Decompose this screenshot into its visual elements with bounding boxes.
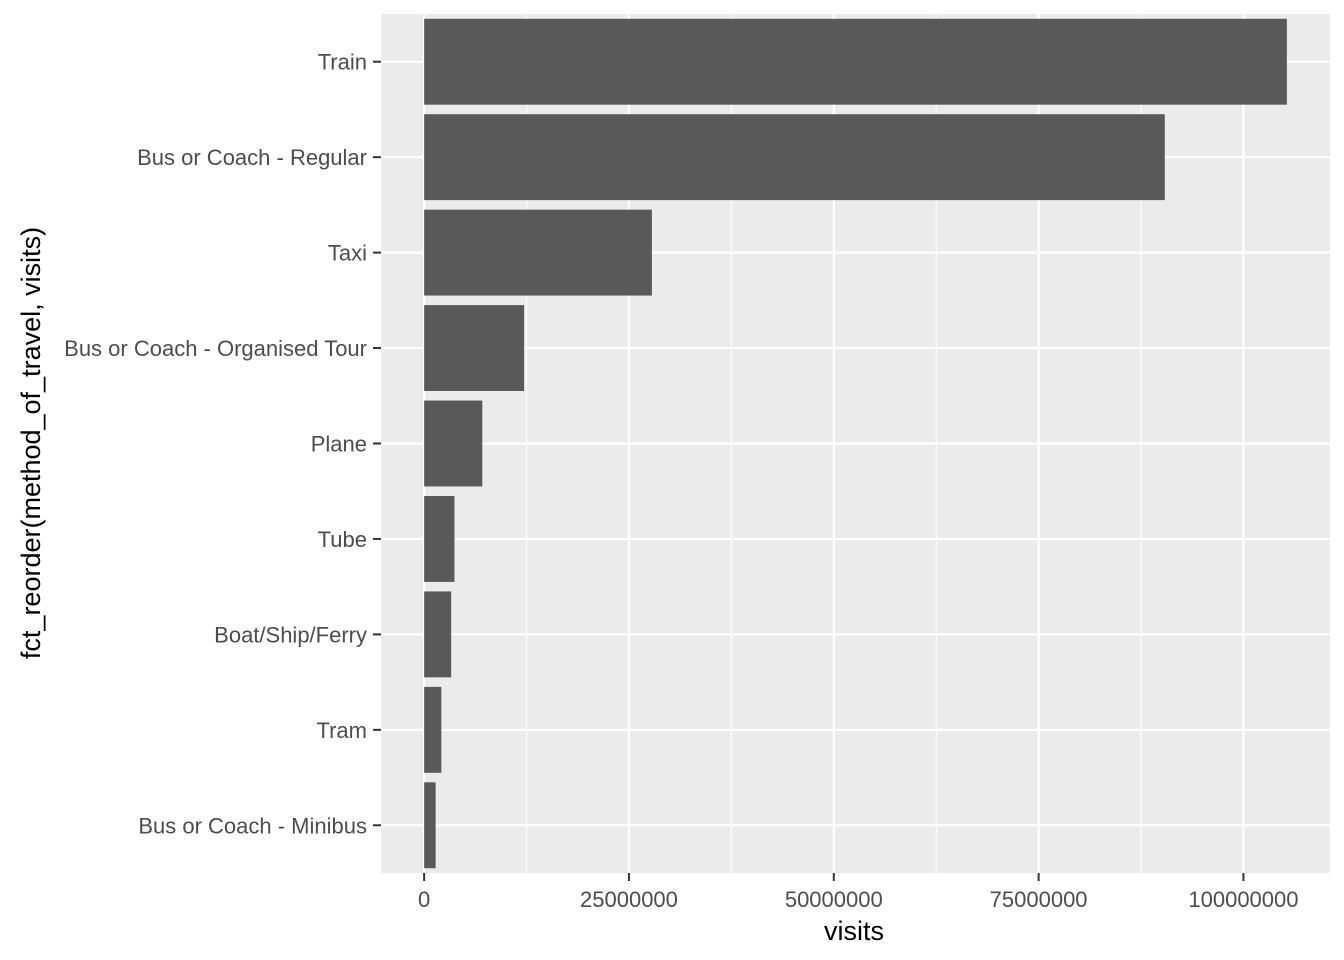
bar-2 [424, 209, 652, 296]
x-tick-label-0: 0 [418, 887, 430, 912]
y-tick-label-0: Train [318, 50, 367, 75]
y-tick-label-7: Tram [316, 718, 367, 743]
y-tick-label-4: Plane [311, 432, 367, 457]
x-axis-title: visits [824, 916, 884, 946]
bar-4 [424, 400, 483, 487]
bar-8 [424, 782, 436, 869]
y-tick-label-1: Bus or Coach - Regular [137, 145, 367, 170]
y-tick-label-6: Boat/Ship/Ferry [214, 622, 367, 647]
bar-6 [424, 591, 452, 678]
x-tick-label-3: 75000000 [990, 887, 1088, 912]
bars [424, 18, 1287, 869]
x-tick-label-1: 25000000 [580, 887, 678, 912]
bar-1 [424, 114, 1165, 201]
y-axis: Train Bus or Coach - Regular Taxi Bus or Co… [64, 50, 381, 838]
bar-3 [424, 305, 525, 392]
bar-5 [424, 495, 455, 582]
y-tick-label-5: Tube [318, 527, 367, 552]
y-tick-label-8: Bus or Coach - Minibus [138, 813, 367, 838]
bar-7 [424, 686, 442, 773]
bar-0 [424, 18, 1287, 105]
y-axis-title: fct_reorder(method_of_travel, visits) [16, 227, 46, 659]
y-tick-label-3: Bus or Coach - Organised Tour [64, 336, 367, 361]
y-tick-label-2: Taxi [328, 241, 367, 266]
x-axis: 0 25000000 50000000 75000000 100000000 [418, 873, 1299, 912]
x-tick-label-2: 50000000 [785, 887, 883, 912]
x-tick-label-4: 100000000 [1188, 887, 1298, 912]
